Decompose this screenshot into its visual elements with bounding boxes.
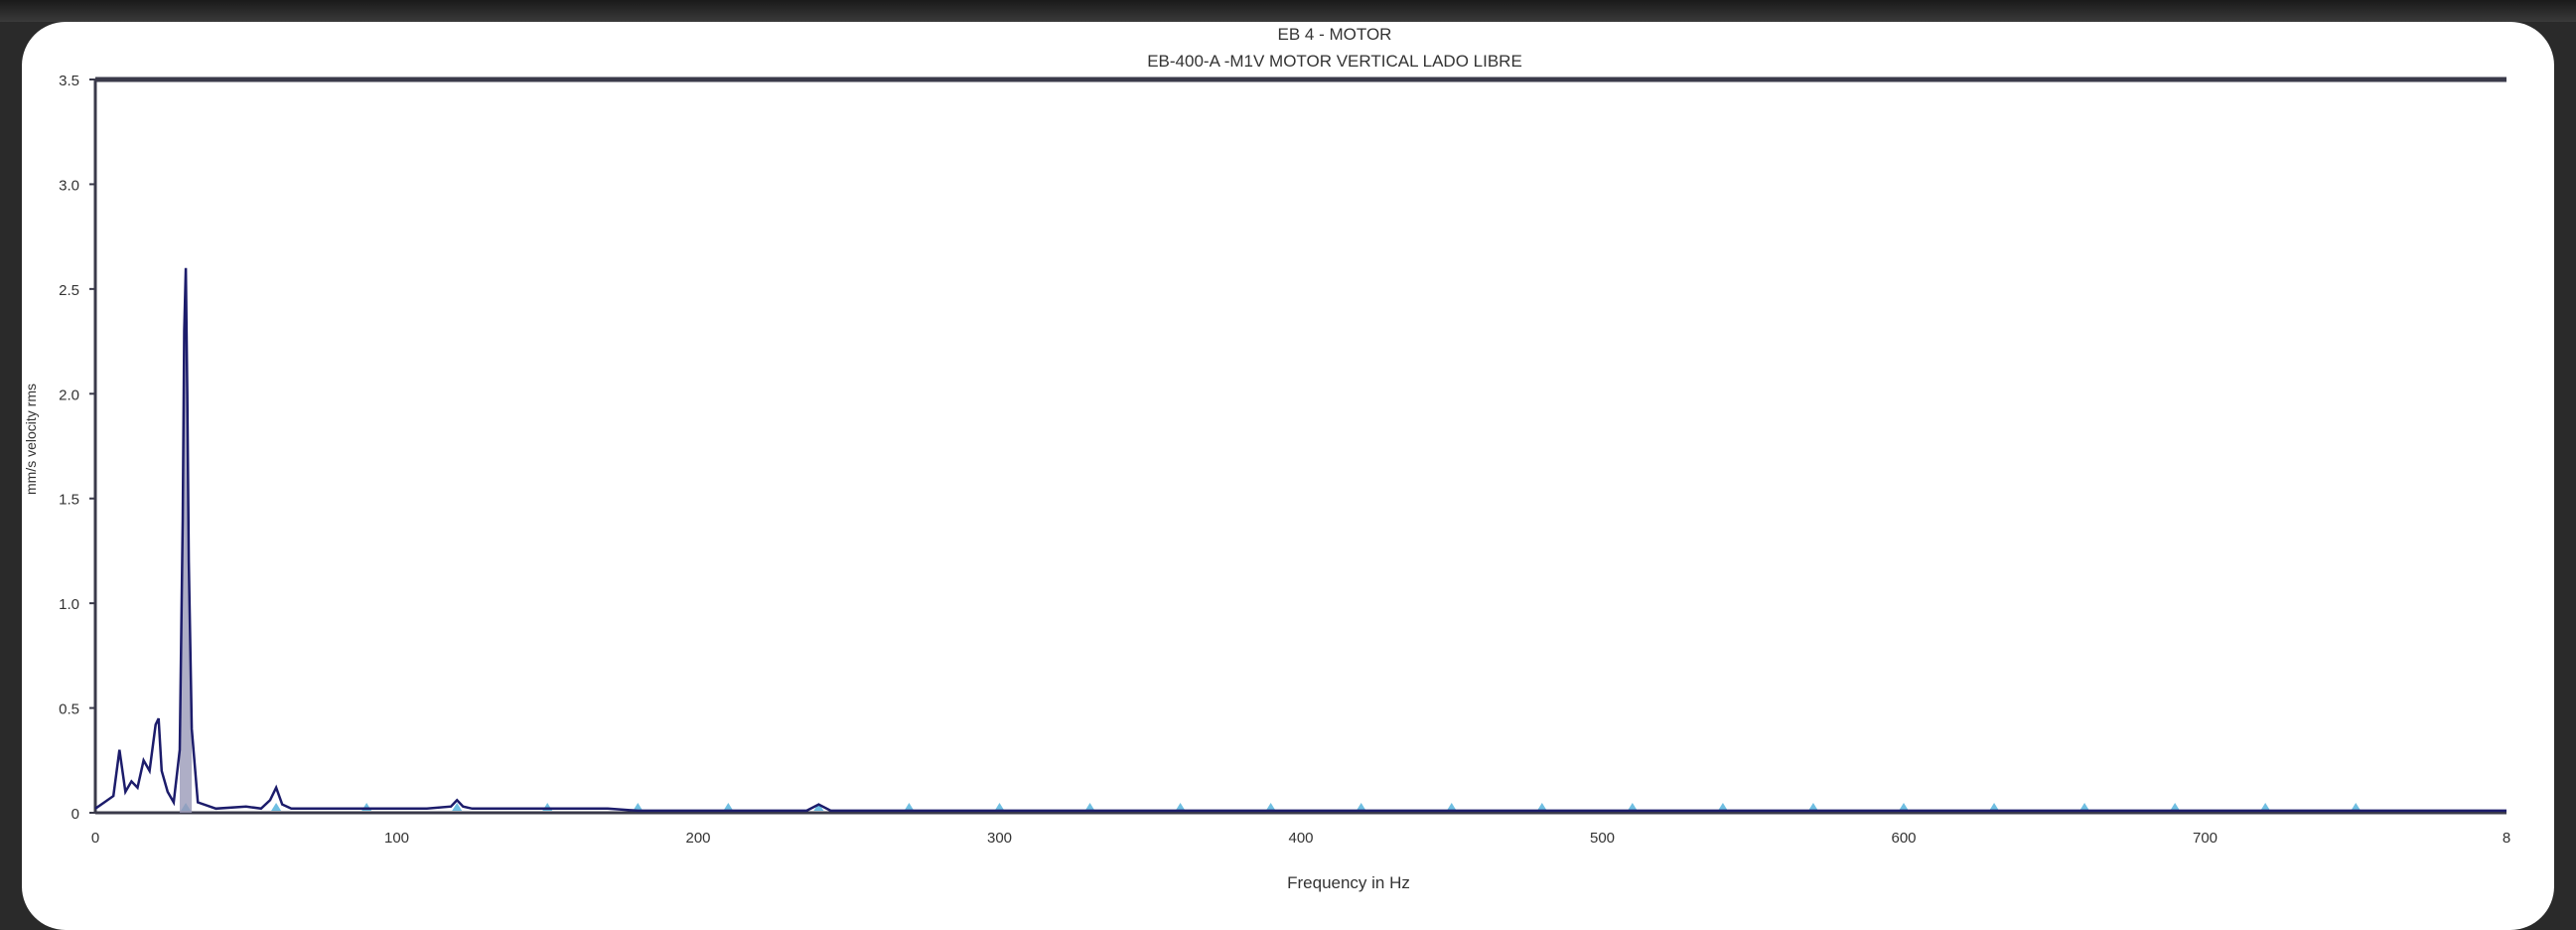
x-tick-label: 200 — [685, 830, 710, 847]
x-tick-labels: 0 100 200 300 400 500 600 700 8 — [91, 830, 2510, 847]
harmonic-marker — [2079, 803, 2090, 811]
y-tick-label: 2.0 — [59, 387, 79, 403]
x-tick-label: 100 — [384, 830, 409, 847]
harmonic-marker — [452, 803, 463, 811]
harmonic-marker — [1265, 803, 1276, 811]
main-peak-fill — [179, 267, 193, 813]
x-tick-label: 8 — [2503, 830, 2510, 847]
spectrum-chart: EB 4 - MOTOR EB-400-A -M1V MOTOR VERTICA… — [23, 25, 2510, 892]
harmonic-marker — [2170, 803, 2181, 811]
x-tick-label: 500 — [1590, 830, 1615, 847]
x-tick-label: 400 — [1288, 830, 1313, 847]
chart-subtitle: EB-400-A -M1V MOTOR VERTICAL LADO LIBRE — [1147, 52, 1522, 71]
harmonic-marker — [1536, 803, 1547, 811]
x-tick-label: 300 — [987, 830, 1012, 847]
harmonic-marker — [1627, 803, 1638, 811]
harmonic-marker — [1084, 803, 1095, 811]
chart-title: EB 4 - MOTOR — [1278, 25, 1392, 44]
harmonic-marker — [2260, 803, 2271, 811]
harmonic-marker — [633, 803, 644, 811]
harmonic-marker — [1356, 803, 1366, 811]
harmonic-markers — [181, 803, 2361, 811]
x-tick-label: 700 — [2193, 830, 2218, 847]
y-tick-label: 0.5 — [59, 701, 79, 718]
harmonic-marker — [1989, 803, 2000, 811]
x-axis-label: Frequency in Hz — [1287, 873, 1410, 892]
y-tick-labels: 0 0.5 1.0 1.5 2.0 2.5 3.0 3.5 — [59, 73, 95, 823]
harmonic-marker — [1899, 803, 1909, 811]
harmonic-marker — [813, 803, 824, 811]
harmonic-marker — [271, 803, 282, 811]
harmonic-marker — [1717, 803, 1728, 811]
chart-panel: EB 4 - MOTOR EB-400-A -M1V MOTOR VERTICA… — [22, 22, 2554, 930]
peak-fills — [179, 267, 193, 813]
harmonic-marker — [1807, 803, 1818, 811]
harmonic-marker — [904, 803, 915, 811]
harmonic-marker — [1446, 803, 1457, 811]
harmonic-marker — [994, 803, 1005, 811]
y-tick-label: 3.0 — [59, 177, 79, 194]
x-tick-label: 0 — [91, 830, 99, 847]
y-tick-label: 1.5 — [59, 492, 79, 509]
harmonic-marker — [2351, 803, 2361, 811]
y-tick-label: 1.0 — [59, 596, 79, 613]
y-tick-label: 0 — [72, 806, 79, 823]
harmonic-marker — [723, 803, 734, 811]
x-tick-label: 600 — [1891, 830, 1916, 847]
y-tick-label: 2.5 — [59, 282, 79, 299]
spectrum-line — [94, 267, 2506, 813]
y-tick-label: 3.5 — [59, 73, 79, 89]
harmonic-marker — [1175, 803, 1186, 811]
y-axis-label: mm/s velocity rms — [23, 384, 39, 495]
screen-edge — [0, 0, 2576, 22]
